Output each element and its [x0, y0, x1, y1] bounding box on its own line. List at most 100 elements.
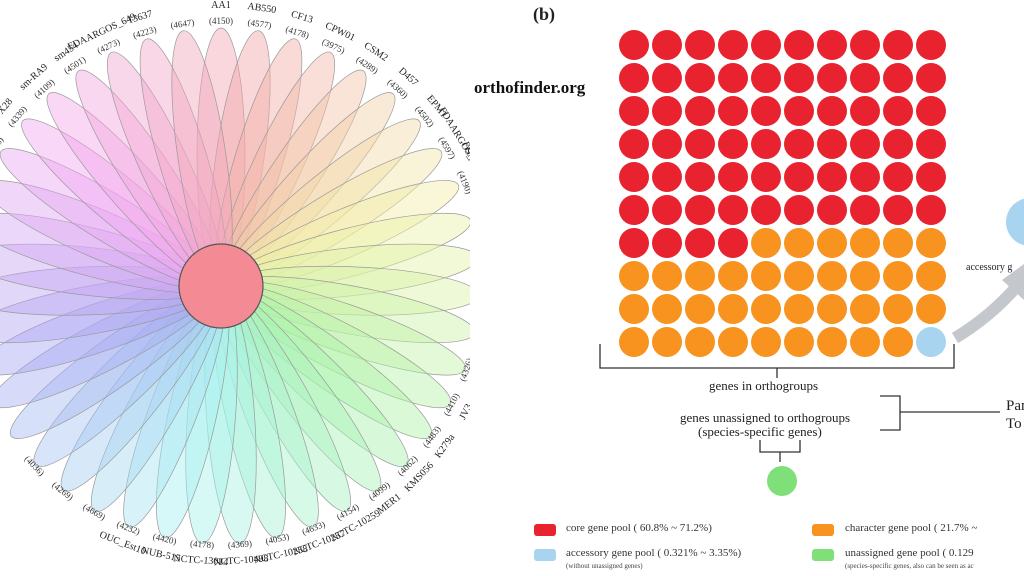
legend-core-swatch — [534, 524, 556, 536]
core-gene-dot — [817, 96, 847, 126]
core-gene-dot — [718, 129, 748, 159]
core-gene-dot — [751, 162, 781, 192]
core-gene-dot — [652, 30, 682, 60]
character-gene-dot — [652, 261, 682, 291]
genes-in-orthogroups-label: genes in orthogroups — [709, 378, 819, 393]
curved-arrow-head — [1002, 264, 1024, 300]
character-gene-dot — [784, 327, 814, 357]
character-gene-dot — [850, 261, 880, 291]
character-gene-dot — [784, 228, 814, 258]
character-gene-dot — [916, 228, 946, 258]
core-gene-dot — [718, 63, 748, 93]
core-gene-dot — [883, 162, 913, 192]
character-gene-dot — [685, 261, 715, 291]
character-gene-dot — [718, 294, 748, 324]
core-gene-dot — [817, 195, 847, 225]
strain-gene-count-label: (4178) — [190, 538, 215, 550]
core-gene-dot — [685, 96, 715, 126]
core-gene-dot — [619, 162, 649, 192]
character-gene-dot — [817, 261, 847, 291]
core-gene-dot — [916, 129, 946, 159]
character-gene-dot — [619, 261, 649, 291]
petal-flower-diagram: AA1(4150)AB550(4577) CF13(4178) CPW01(3975… — [0, 0, 470, 568]
core-gene-dot — [850, 162, 880, 192]
legend-unassigned-subtext: (species-specific genes, also can be see… — [845, 562, 974, 570]
core-gene-dot — [817, 129, 847, 159]
core-gene-dot — [784, 96, 814, 126]
core-gene-dot — [652, 96, 682, 126]
core-gene-dot — [850, 129, 880, 159]
core-gene-dot — [718, 96, 748, 126]
core-gene-dot — [685, 30, 715, 60]
core-gene-dot — [619, 195, 649, 225]
legend-unassigned-swatch — [812, 549, 834, 561]
core-gene-dot — [619, 129, 649, 159]
legend-character-text: character gene pool ( 21.7% ~ — [845, 522, 978, 534]
core-gene-dot — [784, 30, 814, 60]
genes-unassigned-sub-label: (species-specific genes) — [698, 424, 822, 439]
core-gene-dot — [850, 63, 880, 93]
strain-name-label: NCTC-13014 — [173, 553, 229, 568]
strain-name-label: AA1 — [211, 0, 230, 11]
core-gene-dot — [784, 195, 814, 225]
core-gene-dot — [916, 63, 946, 93]
panel-b-label: (b) — [533, 4, 555, 24]
core-gene-dot — [751, 30, 781, 60]
character-gene-dot — [619, 327, 649, 357]
unassigned-bracket — [759, 440, 801, 462]
character-gene-dot — [751, 294, 781, 324]
character-gene-dot — [685, 327, 715, 357]
character-gene-dot — [784, 294, 814, 324]
core-gene-dot — [916, 162, 946, 192]
character-gene-dot — [883, 261, 913, 291]
core-gene-dot — [652, 195, 682, 225]
character-gene-dot — [883, 228, 913, 258]
core-gene-dot — [685, 195, 715, 225]
character-gene-dot — [850, 294, 880, 324]
core-gene-dot — [784, 129, 814, 159]
accessory-gene-dot — [916, 327, 946, 357]
core-gene-dot — [883, 96, 913, 126]
character-gene-dot — [817, 327, 847, 357]
legend-accessory-swatch — [534, 549, 556, 561]
core-gene-dot — [751, 195, 781, 225]
legend-unassigned-text: unassigned gene pool ( 0.129 — [845, 547, 974, 559]
core-gene-dot — [850, 30, 880, 60]
core-gene-dot — [751, 96, 781, 126]
character-gene-dot — [817, 294, 847, 324]
strain-gene-count-label: (4369) — [228, 538, 253, 550]
core-gene-dot — [685, 129, 715, 159]
legend-accessory-subtext: (without unassigned genes) — [566, 562, 643, 570]
accessory-circle-large — [1006, 198, 1024, 246]
core-gene-dot — [685, 228, 715, 258]
curved-arrow — [951, 281, 1023, 344]
watermark-text: orthofinder.org — [474, 78, 586, 97]
character-gene-dot — [751, 327, 781, 357]
core-gene-dot — [685, 63, 715, 93]
strain-gene-count-label: (4577) — [247, 17, 272, 30]
core-gene-dot — [619, 96, 649, 126]
character-gene-dot — [718, 327, 748, 357]
legend-accessory-text: accessory gene pool ( 0.321% ~ 3.35%) — [566, 547, 742, 559]
core-center-circle — [178, 243, 264, 329]
core-gene-dot — [652, 162, 682, 192]
character-gene-dot — [916, 294, 946, 324]
core-gene-dot — [619, 228, 649, 258]
core-gene-dot — [784, 63, 814, 93]
core-gene-dot — [685, 162, 715, 192]
character-gene-dot — [883, 294, 913, 324]
core-gene-dot — [883, 195, 913, 225]
legend-core-text: core gene pool ( 60.8% ~ 71.2%) — [566, 522, 712, 534]
character-gene-dot — [619, 294, 649, 324]
strain-gene-count-label: (4647) — [170, 17, 195, 30]
core-gene-dot — [883, 30, 913, 60]
character-gene-dot — [850, 327, 880, 357]
core-gene-dot — [718, 228, 748, 258]
character-gene-dot — [751, 228, 781, 258]
character-gene-dot — [751, 261, 781, 291]
accessory-side-label: accessory g — [966, 262, 1013, 273]
core-gene-dot — [652, 63, 682, 93]
genes-unassigned-label: genes unassigned to orthogroups — [680, 410, 851, 425]
core-gene-dot — [916, 195, 946, 225]
character-gene-dot — [685, 294, 715, 324]
